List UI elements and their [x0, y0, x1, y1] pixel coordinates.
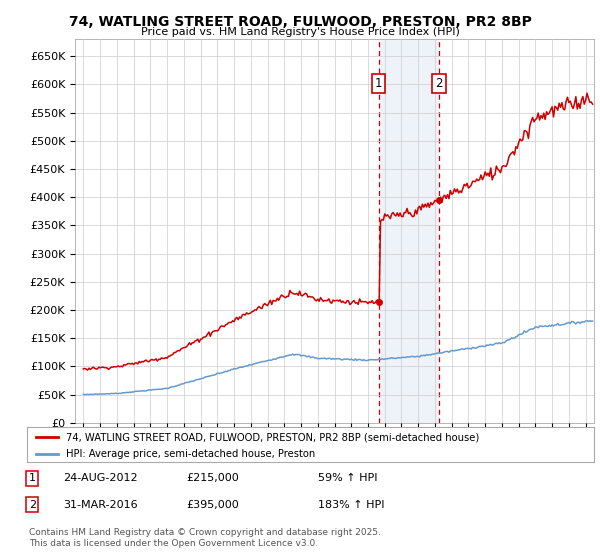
Text: 1: 1: [375, 77, 382, 90]
Text: 74, WATLING STREET ROAD, FULWOOD, PRESTON, PR2 8BP (semi-detached house): 74, WATLING STREET ROAD, FULWOOD, PRESTO…: [65, 432, 479, 442]
Text: Price paid vs. HM Land Registry's House Price Index (HPI): Price paid vs. HM Land Registry's House …: [140, 27, 460, 37]
Text: 31-MAR-2016: 31-MAR-2016: [63, 500, 137, 510]
Text: 2: 2: [436, 77, 443, 90]
Text: £215,000: £215,000: [186, 473, 239, 483]
Text: 74, WATLING STREET ROAD, FULWOOD, PRESTON, PR2 8BP: 74, WATLING STREET ROAD, FULWOOD, PRESTO…: [68, 15, 532, 29]
Text: 24-AUG-2012: 24-AUG-2012: [63, 473, 137, 483]
Text: HPI: Average price, semi-detached house, Preston: HPI: Average price, semi-detached house,…: [65, 449, 315, 459]
Bar: [379, 39, 439, 423]
Text: 1: 1: [29, 473, 36, 483]
Text: £395,000: £395,000: [186, 500, 239, 510]
Text: Contains HM Land Registry data © Crown copyright and database right 2025.
This d: Contains HM Land Registry data © Crown c…: [29, 528, 380, 548]
Text: 2: 2: [29, 500, 36, 510]
Text: 183% ↑ HPI: 183% ↑ HPI: [318, 500, 385, 510]
Text: 59% ↑ HPI: 59% ↑ HPI: [318, 473, 377, 483]
